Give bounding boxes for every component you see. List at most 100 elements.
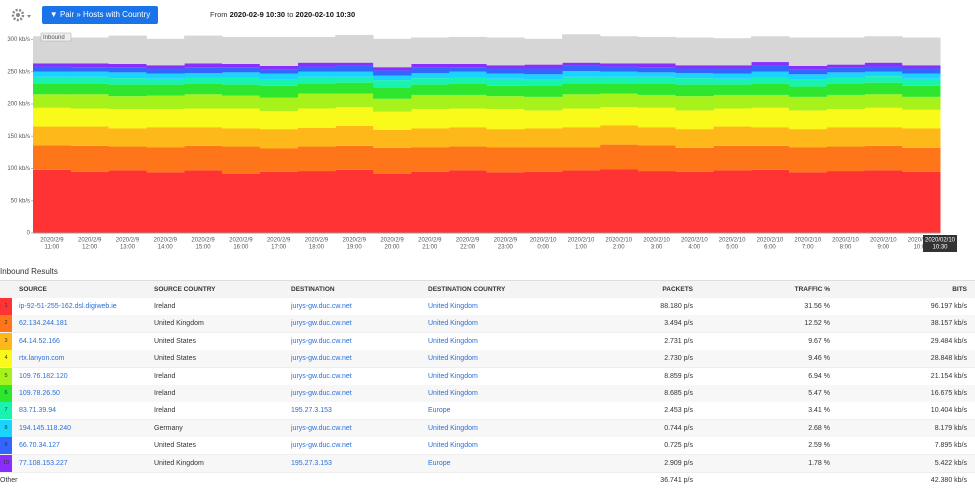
table-link[interactable]: United Kingdom — [428, 337, 478, 345]
row-swatch: 2 — [0, 315, 12, 333]
area-step — [297, 146, 336, 172]
table-link[interactable]: jurys-gw.duc.cw.net — [291, 337, 352, 345]
table-link[interactable]: United States — [154, 442, 197, 450]
table-link[interactable]: ip-92-51-255-162.dsl.digiweb.ie — [19, 303, 117, 310]
table-link[interactable]: 194.145.118.240 — [19, 424, 72, 432]
x-tick-time: 23:00 — [498, 245, 514, 251]
table-link[interactable]: Ireland — [154, 390, 176, 397]
table-link[interactable]: rtx.lanyon.com — [19, 355, 65, 363]
table-value: 38.157 kb/s — [930, 320, 967, 328]
table-link[interactable]: Europe — [428, 407, 451, 415]
area-step — [826, 127, 865, 147]
range-to-label: to — [287, 10, 294, 19]
area-step — [70, 171, 110, 233]
y-tick-label: 0 — [27, 231, 31, 237]
area-step — [675, 171, 714, 233]
table-link[interactable]: Germany — [154, 424, 183, 432]
table-link[interactable]: United Kingdom — [428, 390, 478, 397]
area-step — [599, 93, 639, 108]
area-step — [108, 84, 147, 97]
table-link[interactable]: United Kingdom — [428, 303, 478, 310]
table-link[interactable]: 83.71.39.94 — [19, 407, 56, 415]
row-swatch: 10 — [0, 454, 12, 472]
area-step — [373, 70, 412, 76]
area-step — [788, 147, 828, 173]
area-step — [259, 79, 299, 86]
table-link[interactable]: jurys-gw.duc.cw.net — [291, 442, 352, 450]
area-step — [599, 107, 639, 126]
pair-button[interactable]: ▼ Pair » Hosts with Country — [42, 6, 158, 24]
area-step — [373, 80, 412, 88]
table-link[interactable]: 66.70.34.127 — [19, 442, 60, 450]
area-step — [373, 98, 412, 112]
table-link[interactable]: Ireland — [154, 407, 176, 415]
table-link[interactable]: United States — [154, 337, 197, 345]
area-step — [864, 71, 903, 77]
area-step — [184, 170, 223, 233]
table-value: 8.685 p/s — [664, 390, 693, 397]
table-link[interactable]: jurys-gw.duc.cw.net — [291, 355, 352, 363]
table-link[interactable]: Ireland — [154, 303, 176, 310]
table-link[interactable]: jurys-gw.duc.cw.net — [291, 320, 352, 328]
area-step — [335, 71, 374, 77]
area-step — [410, 63, 450, 68]
area-step — [599, 36, 639, 64]
table-link[interactable]: 64.14.52.166 — [19, 337, 60, 345]
area-step — [448, 67, 487, 72]
x-tick-time: 8:00 — [840, 245, 852, 251]
table-link[interactable]: jurys-gw.duc.cw.net — [291, 303, 352, 310]
area-step — [259, 69, 299, 74]
row-swatch: 7 — [0, 402, 12, 420]
area-step — [146, 78, 185, 85]
table-link[interactable]: 195.27.3.153 — [291, 459, 332, 467]
table-link[interactable]: 109.76.182.120 — [19, 372, 68, 380]
area-step — [751, 71, 790, 78]
table-link[interactable]: jurys-gw.duc.cw.net — [291, 372, 352, 380]
table-title: Inbound Results — [0, 267, 58, 276]
table-value: 2.731 p/s — [664, 337, 693, 345]
area-step — [864, 127, 903, 146]
area-step — [902, 96, 941, 110]
area-step — [108, 35, 147, 64]
area-step — [221, 63, 261, 68]
table-link[interactable]: United Kingdom — [428, 424, 478, 432]
area-step — [108, 63, 147, 68]
table-link[interactable]: United Kingdom — [154, 459, 204, 467]
area-step — [33, 169, 72, 233]
table-link[interactable]: United Kingdom — [428, 442, 478, 450]
area-step — [675, 96, 714, 111]
table-link[interactable]: jurys-gw.duc.cw.net — [291, 390, 352, 397]
table-link[interactable]: 195.27.3.153 — [291, 407, 332, 415]
area-step — [146, 38, 185, 66]
area-step — [864, 36, 903, 63]
area-step — [562, 65, 601, 72]
table-link[interactable]: United Kingdom — [428, 372, 478, 380]
area-step — [562, 83, 601, 95]
table-link[interactable]: Ireland — [154, 372, 176, 380]
table-link[interactable]: 109.78.26.50 — [19, 390, 60, 397]
x-tick-time: 6:00 — [764, 245, 776, 251]
gear-icon[interactable] — [11, 8, 31, 22]
table-link[interactable]: 77.108.153.227 — [19, 459, 68, 467]
area-step — [221, 72, 261, 78]
table-link[interactable]: United States — [154, 355, 197, 363]
area-step — [637, 94, 676, 108]
area-step — [562, 71, 601, 77]
table-value: 28.848 kb/s — [930, 355, 967, 363]
table-link[interactable]: United Kingdom — [154, 320, 204, 328]
area-step — [335, 107, 374, 126]
area-step — [297, 76, 336, 84]
area-step — [373, 173, 412, 233]
table-link[interactable]: jurys-gw.duc.cw.net — [291, 424, 352, 432]
table-value: 8.859 p/s — [664, 372, 693, 380]
table-link[interactable]: Europe — [428, 459, 451, 467]
table-link[interactable]: United Kingdom — [428, 355, 478, 363]
area-step — [902, 85, 941, 97]
area-step — [788, 86, 828, 97]
table-link[interactable]: United Kingdom — [428, 320, 478, 328]
area-step — [637, 171, 676, 233]
x-tick-time: 4:00 — [689, 245, 701, 251]
area-step — [410, 73, 450, 79]
table-link[interactable]: 62.134.244.181 — [19, 320, 68, 328]
